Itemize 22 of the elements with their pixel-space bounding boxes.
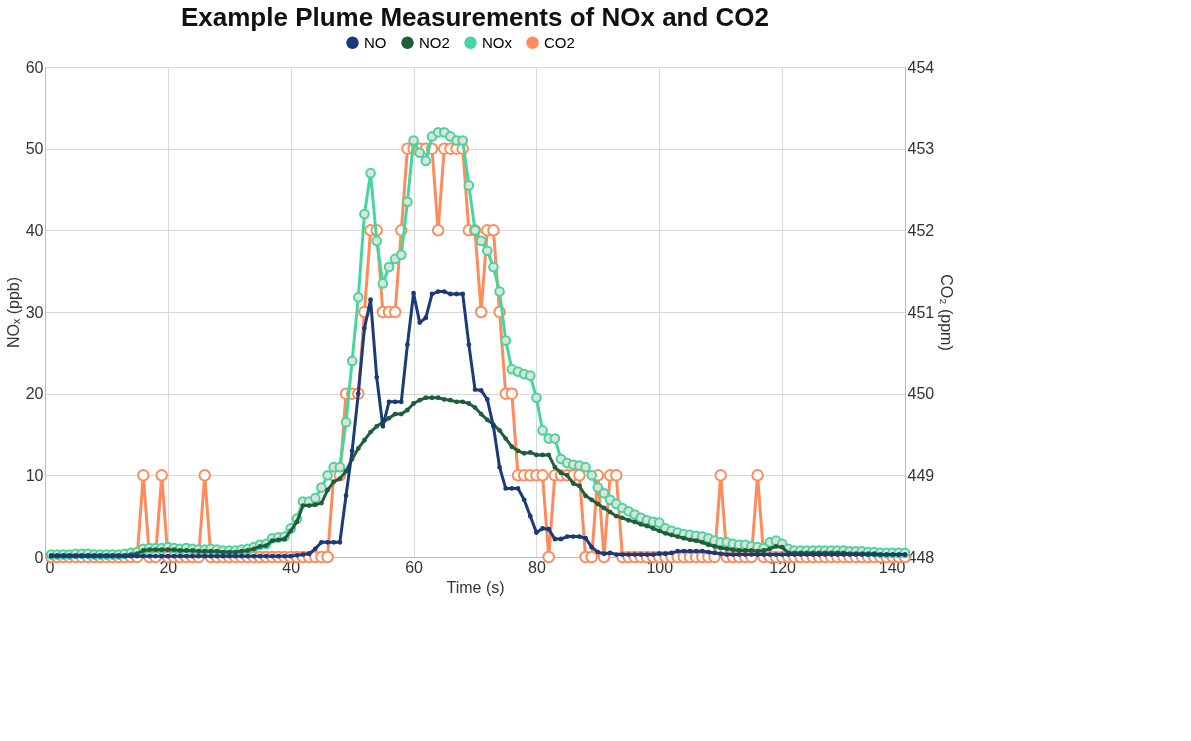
legend-label: CO2 bbox=[544, 33, 575, 51]
y-axis-title: NOₓ (ppb) bbox=[4, 276, 22, 349]
x-tick-label: 80 bbox=[528, 558, 546, 576]
x-tick-label: 60 bbox=[405, 558, 424, 576]
y2-tick-label: 452 bbox=[907, 221, 935, 239]
y-tick-label: 10 bbox=[25, 466, 44, 484]
y-tick-label: 30 bbox=[25, 303, 44, 321]
chart-title: Example Plume Measurements of NOx and CO2 bbox=[180, 2, 770, 32]
y2-tick-label: 449 bbox=[907, 466, 935, 484]
x-axis-title: Time (s) bbox=[446, 578, 505, 596]
y-tick-label: 20 bbox=[25, 385, 44, 403]
y-tick-label: 40 bbox=[25, 221, 44, 239]
legend-label: NO bbox=[364, 33, 387, 51]
y2-tick-label: 454 bbox=[907, 58, 935, 76]
y2-tick-label: 451 bbox=[907, 303, 935, 321]
y-tick-label: 50 bbox=[25, 140, 44, 158]
y2-axis-title: CO₂ (ppm) bbox=[938, 274, 956, 351]
y2-tick-label: 450 bbox=[907, 385, 935, 403]
legend-label: NO2 bbox=[419, 33, 450, 51]
y-tick-label: 60 bbox=[25, 58, 44, 76]
y2-tick-label: 453 bbox=[907, 140, 935, 158]
legend-label: NOx bbox=[482, 33, 513, 51]
